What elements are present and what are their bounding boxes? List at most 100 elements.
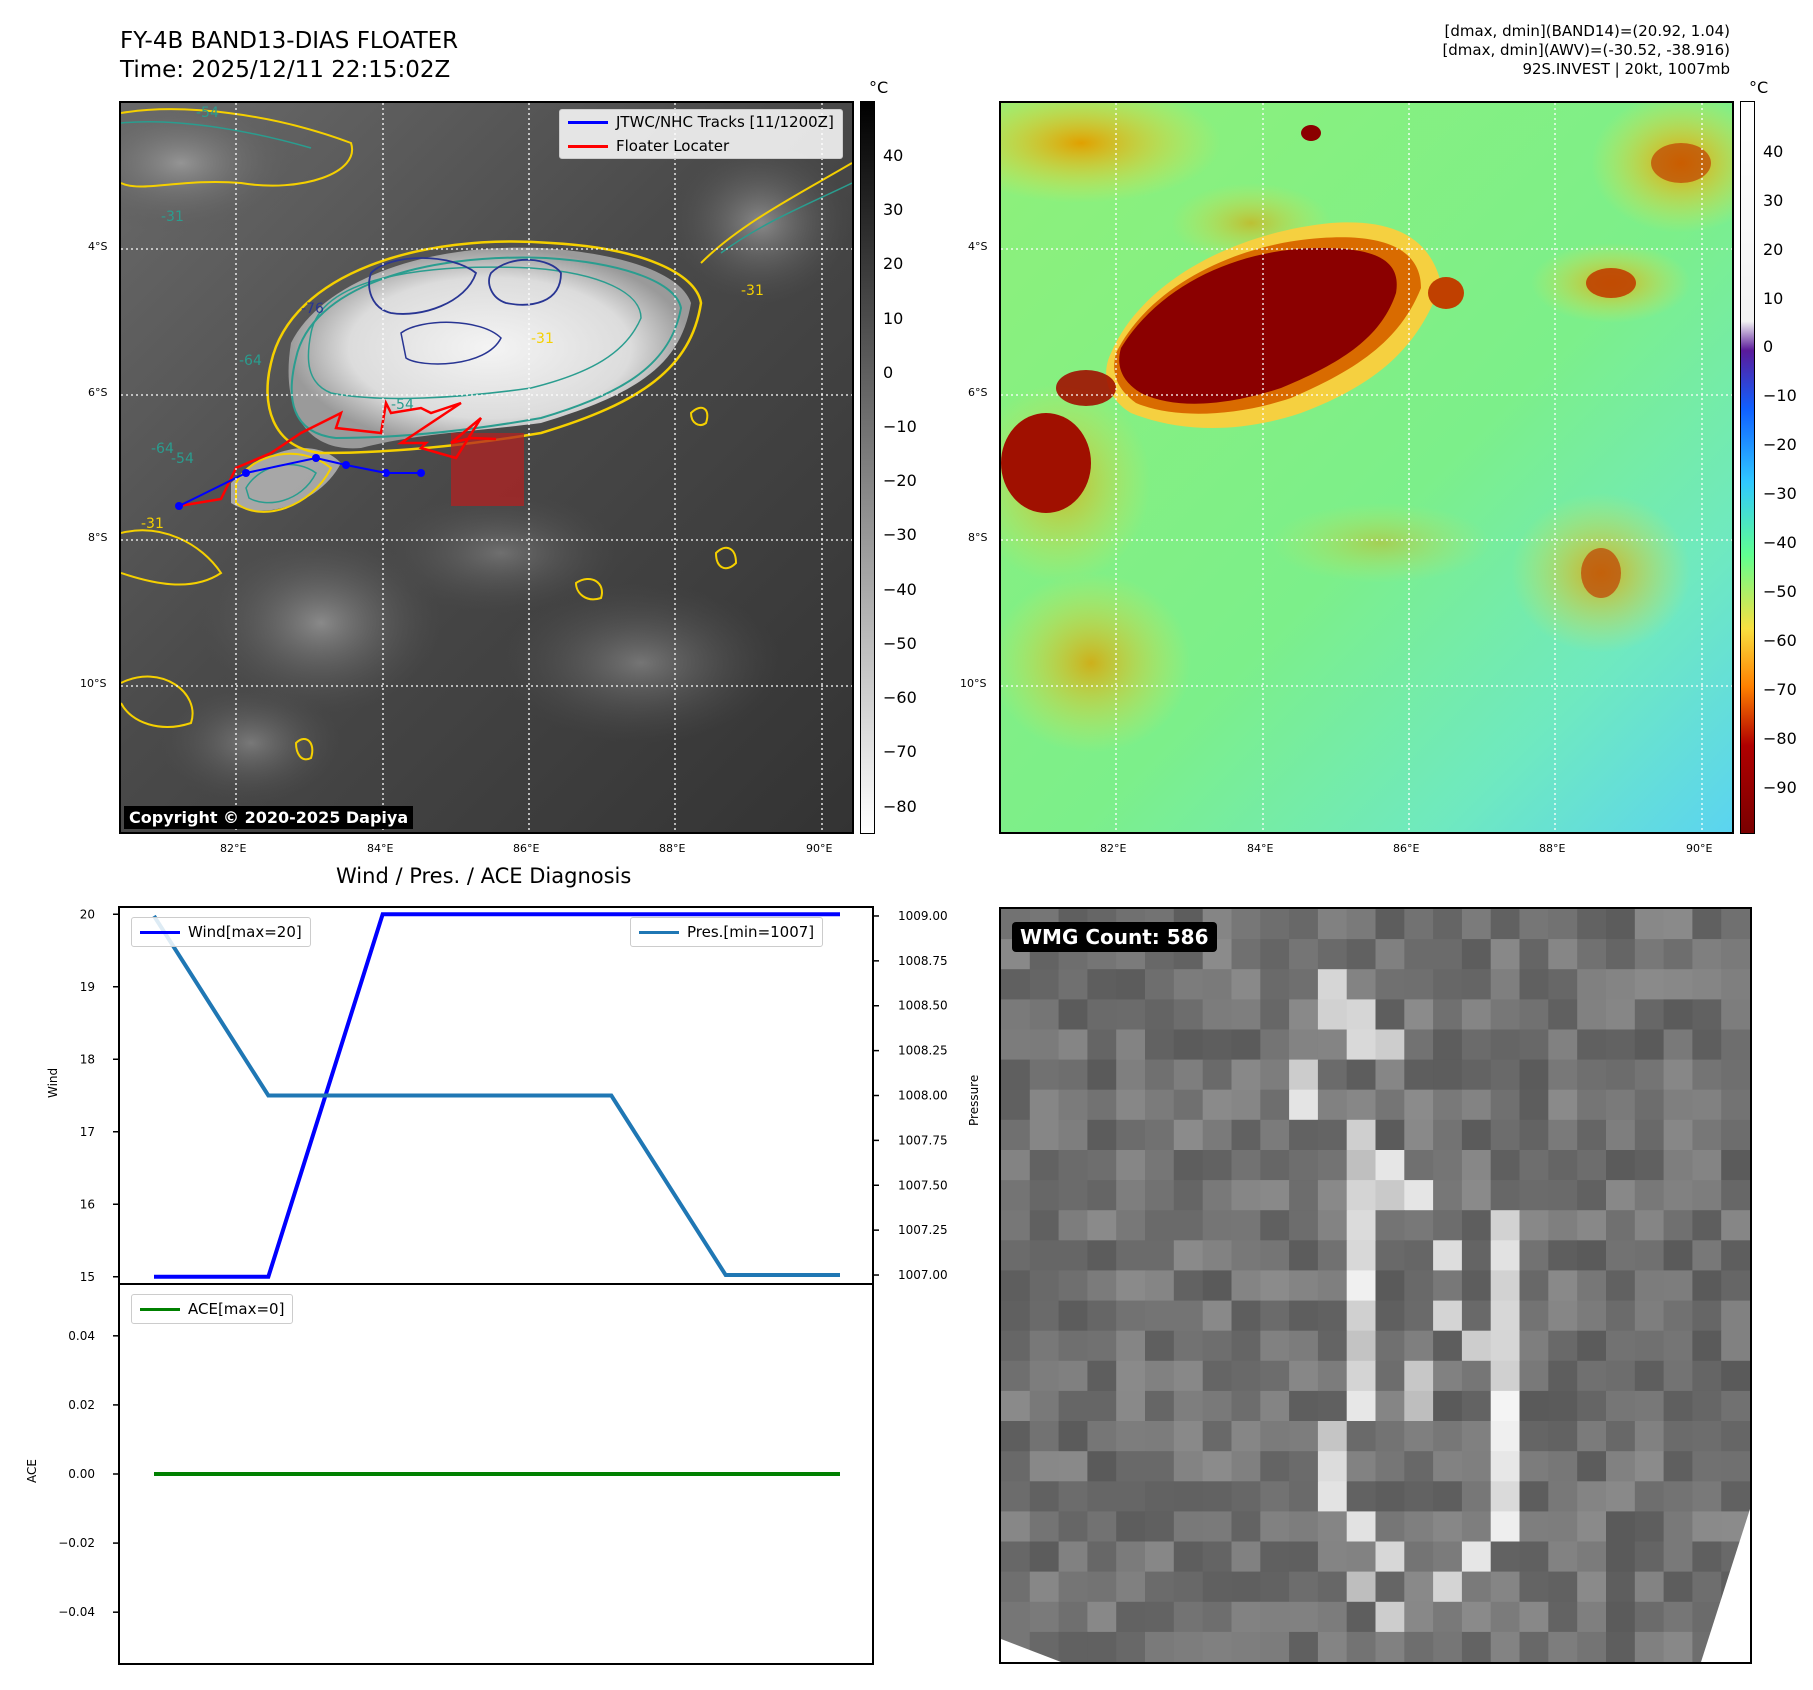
wmg-pixel (1375, 999, 1405, 1030)
wmg-pixel (1260, 1150, 1290, 1181)
wmg-pixel (1634, 1481, 1665, 1512)
wmg-pixel (1461, 999, 1492, 1030)
wmg-pixel (1721, 1029, 1750, 1061)
wmg-pixel (1346, 1571, 1376, 1603)
wmg-pixel (1317, 1421, 1348, 1452)
wmg-pixel (1145, 999, 1175, 1030)
wmg-pixel (1145, 1360, 1175, 1392)
wmg-pixel (1433, 1601, 1463, 1633)
wmg-pixel (1346, 1541, 1376, 1573)
wmg-pixel (1289, 1240, 1319, 1271)
wmg-pixel (1404, 1511, 1434, 1542)
contour-label: -54 (171, 451, 194, 467)
wmg-pixel (1490, 1631, 1520, 1662)
wmg-pixel (1231, 909, 1261, 940)
wmg-pixel (1260, 1481, 1290, 1512)
wmg-pixel (1606, 1571, 1636, 1603)
wmg-pixel (1490, 1601, 1520, 1633)
wmg-pixel (1692, 1451, 1722, 1482)
wmg-pixel (1375, 1150, 1405, 1181)
wmg-pixel (1058, 1541, 1088, 1573)
wmg-pixel (1692, 999, 1722, 1030)
pressure-series-line (152, 914, 840, 1278)
wmg-pixel (1058, 1481, 1088, 1512)
wmg-pixel (1433, 1390, 1463, 1422)
wmg-pixel (1663, 999, 1693, 1030)
wmg-pixel (1577, 1210, 1607, 1241)
pressure-tick-label: 1008.75 (898, 954, 948, 968)
wmg-pixel (1116, 999, 1146, 1030)
wmg-pixel (1663, 1029, 1693, 1061)
wmg-pixel (1317, 1240, 1348, 1271)
wmg-pixel (1202, 1059, 1232, 1091)
wmg-pixel (1087, 1210, 1117, 1241)
wmg-pixel (1606, 1300, 1636, 1332)
wmg-pixel (1058, 969, 1088, 1000)
lat-label: 10°S (80, 677, 107, 690)
wmg-pixel (1519, 939, 1549, 970)
wmg-pixel (1433, 1330, 1463, 1362)
wmg-pixel (1404, 1240, 1434, 1271)
wmg-pixel (1289, 909, 1319, 940)
wmg-pixel (1692, 1119, 1722, 1151)
wmg-pixel (1087, 1150, 1117, 1181)
ir-image: -54 -31 -64 -76 -54 -31 -64 -54 -31 -31 (121, 103, 852, 832)
wmg-pixel (1375, 1421, 1405, 1452)
lon-label: 84°E (367, 842, 394, 855)
wmg-pixel (1001, 1330, 1031, 1362)
wmg-pixel (1202, 1150, 1232, 1181)
wmg-pixel (1692, 1541, 1722, 1573)
wmg-pixel (1289, 1571, 1319, 1603)
wmg-pixel (1461, 1631, 1492, 1662)
wmg-pixel (1116, 1089, 1146, 1121)
wmg-pixel (1231, 1421, 1261, 1452)
contour-label: -31 (741, 283, 764, 299)
wmg-pixel (1145, 1240, 1175, 1271)
ace-tick-label: 0.02 (68, 1398, 95, 1412)
legend-track: JTWC/NHC Tracks [11/1200Z] (560, 110, 842, 134)
ir-colorbar (860, 101, 875, 834)
wmg-pixel (1317, 909, 1348, 940)
wmg-pixel (1634, 1451, 1665, 1482)
wmg-pixel (1231, 1631, 1261, 1662)
lat-label: 4°S (88, 240, 108, 253)
wmg-pixel (1202, 1029, 1232, 1061)
wmg-pixel (1490, 1300, 1520, 1332)
lon-label: 82°E (1100, 842, 1127, 855)
wmg-pixel (1663, 1119, 1693, 1151)
wmg-pixel (1721, 1119, 1750, 1151)
wmg-pixel (1289, 1451, 1319, 1482)
wmg-pixel (1721, 909, 1750, 940)
wmg-pixel (1461, 1150, 1492, 1181)
wmg-pixel (1173, 1541, 1204, 1573)
wmg-pixel (1663, 1180, 1693, 1211)
wmg-pixel (1634, 1360, 1665, 1392)
wmg-pixel (1433, 1059, 1463, 1091)
wmg-pixel (1173, 1511, 1204, 1542)
wmg-pixel (1173, 1481, 1204, 1512)
lon-label: 88°E (659, 842, 686, 855)
wmg-pixel (1692, 1210, 1722, 1241)
wmg-pixel (1029, 969, 1060, 1000)
wmg-pixel (1461, 1541, 1492, 1573)
wmg-pixel (1548, 1571, 1578, 1603)
wmg-pixel (1548, 969, 1578, 1000)
wmg-pixel (1433, 1421, 1463, 1452)
wmg-pixel (1289, 1089, 1319, 1121)
wmg-pixel (1058, 1421, 1088, 1452)
wmg-pixel (1145, 1421, 1175, 1452)
lat-label: 6°S (88, 386, 108, 399)
wmg-pixel (1375, 1390, 1405, 1422)
wmg-pixel (1231, 969, 1261, 1000)
wmg-pixel (1260, 1421, 1290, 1452)
wmg-pixel (1087, 1631, 1117, 1662)
wmg-pixel (1029, 1541, 1060, 1573)
wmg-pixel (1606, 1601, 1636, 1633)
wmg-pixel (1490, 1059, 1520, 1091)
wmg-pixel (1404, 1421, 1434, 1452)
wmg-pixel (1001, 969, 1031, 1000)
wmg-pixel (1404, 969, 1434, 1000)
wmg-pixel (1663, 1089, 1693, 1121)
wmg-pixel (1461, 909, 1492, 940)
wmg-pixel (1202, 1481, 1232, 1512)
